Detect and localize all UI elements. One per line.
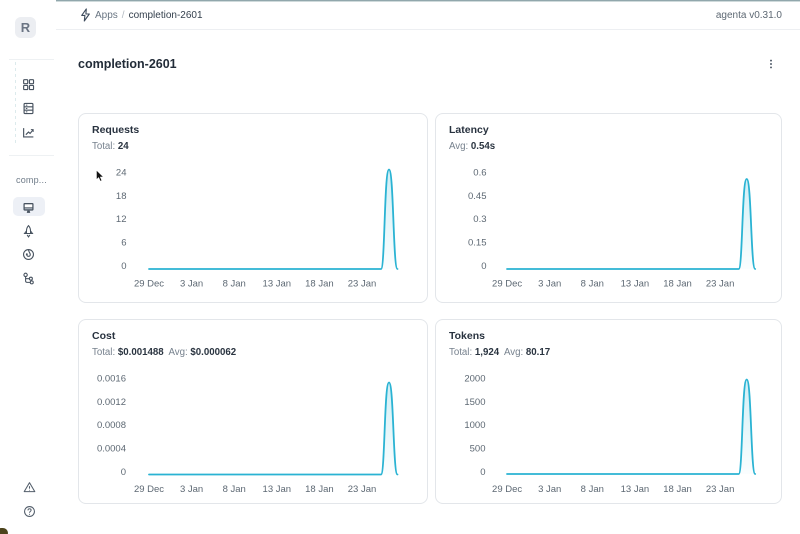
svg-text:23 Jan: 23 Jan <box>706 484 735 495</box>
svg-text:23 Jan: 23 Jan <box>348 279 377 290</box>
svg-text:29 Dec: 29 Dec <box>134 279 164 290</box>
svg-text:13 Jan: 13 Jan <box>263 279 292 290</box>
svg-text:3 Jan: 3 Jan <box>538 484 561 495</box>
svg-text:24: 24 <box>116 167 127 178</box>
svg-text:500: 500 <box>470 444 486 455</box>
svg-text:0: 0 <box>481 261 486 272</box>
svg-text:0.45: 0.45 <box>468 191 487 202</box>
svg-text:18 Jan: 18 Jan <box>305 279 334 290</box>
svg-text:23 Jan: 23 Jan <box>348 484 377 495</box>
svg-text:2000: 2000 <box>464 373 485 384</box>
svg-text:0.0004: 0.0004 <box>97 444 126 455</box>
svg-text:13 Jan: 13 Jan <box>621 279 650 290</box>
svg-text:1000: 1000 <box>464 420 485 431</box>
svg-text:8 Jan: 8 Jan <box>581 279 604 290</box>
svg-text:29 Dec: 29 Dec <box>492 484 522 495</box>
svg-text:8 Jan: 8 Jan <box>223 484 246 495</box>
svg-text:18 Jan: 18 Jan <box>305 484 334 495</box>
svg-text:0: 0 <box>121 467 126 478</box>
svg-text:3 Jan: 3 Jan <box>180 279 203 290</box>
svg-text:0.0008: 0.0008 <box>97 420 126 431</box>
svg-text:6: 6 <box>121 238 126 249</box>
svg-text:0.0012: 0.0012 <box>97 397 126 408</box>
svg-text:12: 12 <box>116 214 127 225</box>
svg-text:13 Jan: 13 Jan <box>263 484 292 495</box>
svg-text:0.6: 0.6 <box>473 167 486 178</box>
svg-text:8 Jan: 8 Jan <box>581 484 604 495</box>
svg-text:3 Jan: 3 Jan <box>180 484 203 495</box>
svg-text:18: 18 <box>116 191 127 202</box>
svg-text:0.3: 0.3 <box>473 214 486 225</box>
svg-text:0: 0 <box>480 467 485 478</box>
svg-text:0.15: 0.15 <box>468 238 487 249</box>
svg-text:23 Jan: 23 Jan <box>706 279 735 290</box>
svg-text:29 Dec: 29 Dec <box>492 279 522 290</box>
svg-text:29 Dec: 29 Dec <box>134 484 164 495</box>
svg-text:0.0016: 0.0016 <box>97 373 126 384</box>
svg-text:3 Jan: 3 Jan <box>538 279 561 290</box>
svg-text:18 Jan: 18 Jan <box>663 279 692 290</box>
svg-text:1500: 1500 <box>464 397 485 408</box>
svg-text:0: 0 <box>121 261 126 272</box>
svg-text:18 Jan: 18 Jan <box>663 484 692 495</box>
svg-text:13 Jan: 13 Jan <box>621 484 650 495</box>
svg-text:8 Jan: 8 Jan <box>223 279 246 290</box>
